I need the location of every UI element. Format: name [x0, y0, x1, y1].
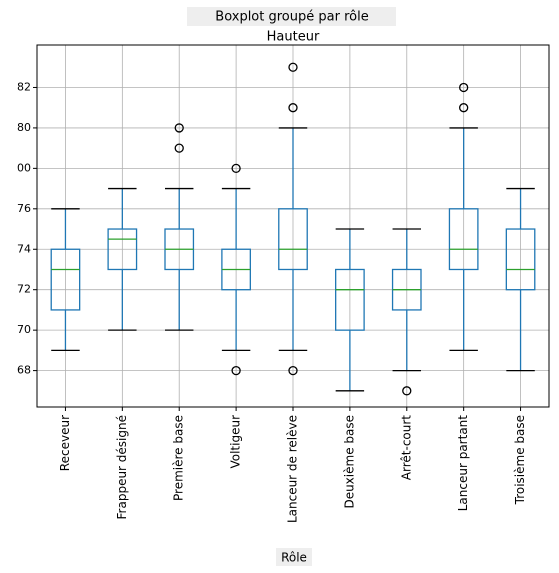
box: [278, 208, 308, 271]
y-tick-label: 00: [17, 161, 31, 174]
y-tick-label: 70: [17, 323, 31, 336]
flier: [231, 365, 241, 376]
x-label-background: [276, 548, 312, 566]
chart-title: Boxplot groupé par rôle: [215, 10, 368, 25]
flier: [288, 62, 298, 72]
box: [505, 228, 536, 291]
x-tick-label: Receveur: [58, 415, 72, 471]
x-tick-label: Deuxième base: [342, 415, 356, 509]
box: [448, 208, 479, 271]
y-tick-label: 76: [17, 202, 31, 215]
y-tick-label: 82: [17, 80, 31, 93]
flier: [288, 365, 298, 376]
x-tick-label: Troisième base: [513, 415, 527, 505]
flier: [174, 143, 184, 153]
x-tick-label: Lanceur partant: [456, 415, 470, 512]
x-tick-label: Frappeur désigné: [115, 415, 129, 519]
box: [50, 248, 81, 311]
chart-subtitle: Hauteur: [267, 30, 320, 45]
x-tick-label: Arrêt-court: [399, 415, 413, 480]
flier: [402, 386, 412, 396]
x-tick-label: Voltigeur: [229, 415, 243, 469]
flier: [231, 163, 241, 174]
x-axis-label: Rôle: [281, 551, 307, 565]
flier: [174, 123, 184, 133]
y-tick-label: 74: [17, 242, 31, 255]
flier: [459, 103, 469, 113]
y-tick-label: 68: [17, 364, 31, 377]
plot-frame: [36, 44, 550, 408]
y-tick-label: 72: [17, 283, 31, 296]
box: [335, 268, 365, 331]
y-tick-label: 80: [17, 121, 31, 134]
x-tick-label: Première base: [172, 415, 186, 501]
flier: [288, 103, 298, 113]
flier: [459, 82, 469, 93]
x-tick-label: Lanceur de relève: [286, 415, 300, 523]
box: [107, 228, 138, 271]
title-background: [187, 7, 396, 26]
